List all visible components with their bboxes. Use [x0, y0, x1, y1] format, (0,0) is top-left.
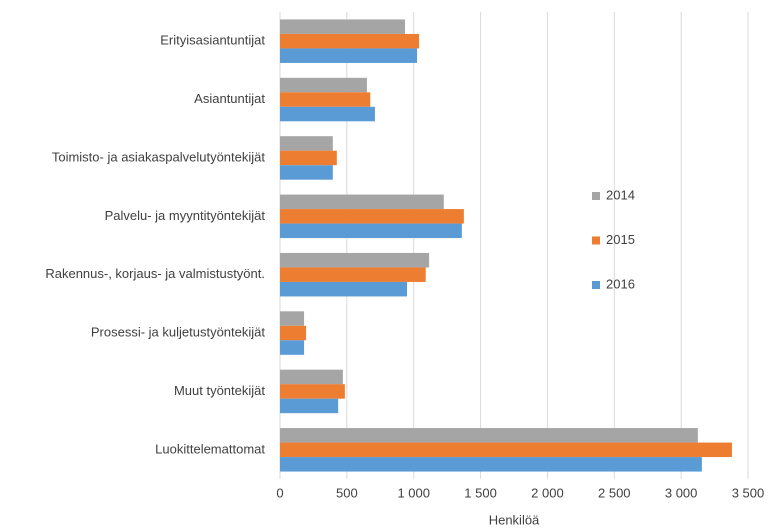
- y-tick-label: Luokittelemattomat: [155, 441, 265, 456]
- x-tick-label: 0: [276, 485, 283, 500]
- legend-swatch: [592, 236, 600, 245]
- y-tick-label: Prosessi- ja kuljetustyöntekijät: [91, 325, 266, 340]
- x-tick-label: 1 000: [397, 485, 430, 500]
- bar: [280, 209, 464, 224]
- bar: [280, 19, 406, 34]
- bar: [280, 267, 426, 282]
- bar: [280, 428, 698, 443]
- legend-swatch: [592, 192, 600, 200]
- x-axis-title: Henkilöä: [489, 512, 540, 527]
- bar: [280, 311, 305, 326]
- legend-label: 2016: [606, 276, 635, 291]
- y-tick-label: Toimisto- ja asiakaspalvelutyöntekijät: [52, 149, 266, 164]
- bar: [280, 48, 418, 63]
- y-tick-label: Asiantuntijat: [194, 91, 265, 106]
- x-tick-label: 3 500: [732, 485, 765, 500]
- bar: [280, 384, 345, 399]
- x-tick-label: 1 500: [464, 485, 497, 500]
- bar: [280, 77, 367, 93]
- bar: [280, 106, 375, 122]
- bar: [280, 223, 462, 239]
- bar: [280, 150, 337, 166]
- bar: [280, 281, 408, 297]
- bar: [280, 194, 444, 210]
- bar: [280, 136, 333, 151]
- bar: [280, 369, 343, 385]
- bar: [280, 33, 420, 49]
- y-tick-label: Erityisasiantuntijat: [160, 33, 265, 48]
- bar: [280, 442, 732, 458]
- bar: [280, 325, 307, 341]
- x-tick-label: 3 000: [665, 485, 698, 500]
- legend-label: 2015: [606, 232, 635, 247]
- x-tick-label: 2 500: [598, 485, 631, 500]
- bar: [280, 457, 702, 472]
- bar: [280, 340, 305, 355]
- bar: [280, 92, 371, 107]
- y-tick-label: Rakennus-, korjaus- ja valmistustyönt.: [45, 266, 265, 281]
- y-tick-label: Muut työntekijät: [174, 383, 265, 398]
- x-tick-label: 500: [336, 485, 358, 500]
- legend-swatch: [592, 281, 600, 289]
- y-tick-label: Palvelu- ja myyntityöntekijät: [105, 208, 266, 223]
- x-tick-label: 2 000: [531, 485, 564, 500]
- legend-label: 2014: [606, 187, 635, 202]
- bar: [280, 165, 333, 180]
- bar: [280, 252, 430, 268]
- bar: [280, 398, 339, 414]
